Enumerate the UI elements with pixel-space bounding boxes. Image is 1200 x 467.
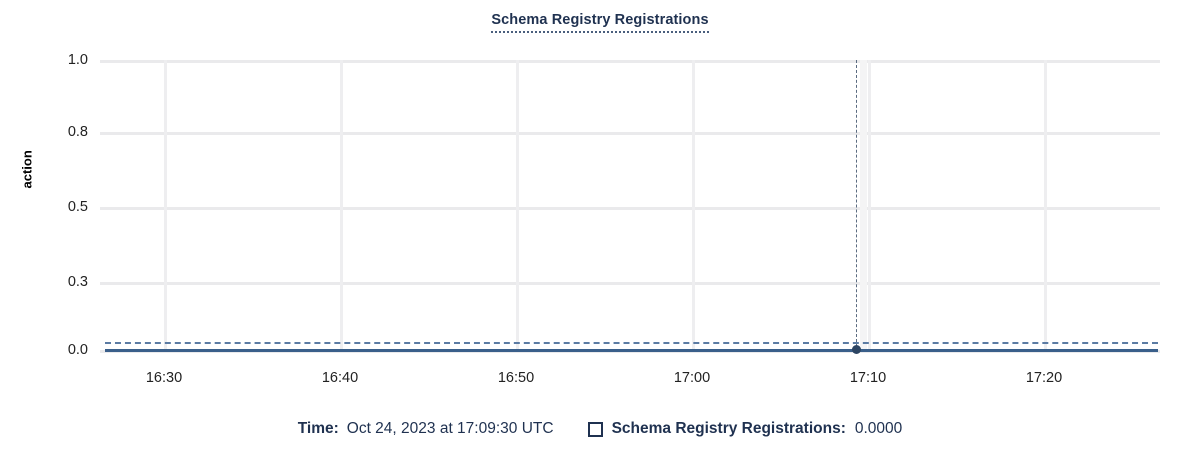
x-tick-label-6: 17:20 bbox=[1025, 370, 1063, 386]
gridline-vertical-1630 bbox=[164, 60, 167, 350]
baseline-dashed-guide bbox=[105, 342, 1158, 344]
gridline-horizontal-0.3 bbox=[100, 282, 1160, 285]
series-line-schema-registry-registrations[interactable] bbox=[105, 349, 1158, 352]
gridline-vertical-1700 bbox=[692, 60, 695, 350]
y-tick-label-4: 0.3 bbox=[67, 274, 88, 290]
tooltip-time-value: Oct 24, 2023 at 17:09:30 UTC bbox=[346, 420, 554, 437]
x-tick-label-3: 16:50 bbox=[497, 370, 535, 386]
gridline-vertical-1720 bbox=[1044, 60, 1047, 350]
gridline-horizontal-0.5 bbox=[100, 207, 1160, 210]
gridline-vertical-1710 bbox=[868, 60, 871, 350]
crosshair-vertical-line bbox=[856, 60, 857, 352]
x-tick-label-4: 17:00 bbox=[673, 370, 711, 386]
tooltip-footer: Time: Oct 24, 2023 at 17:09:30 UTC Schem… bbox=[0, 420, 1200, 438]
y-tick-label-5: 0.0 bbox=[67, 342, 88, 358]
x-tick-label-2: 16:40 bbox=[321, 370, 359, 386]
legend-swatch-icon bbox=[587, 421, 603, 437]
legend-series-label: Schema Registry Registrations: bbox=[611, 420, 846, 437]
chart-title-text: Schema Registry Registrations bbox=[491, 12, 709, 33]
hover-highlight-band bbox=[860, 60, 867, 352]
plot-area[interactable] bbox=[100, 60, 1160, 354]
y-tick-label-2: 0.8 bbox=[67, 124, 88, 140]
y-tick-label-3: 0.5 bbox=[67, 199, 88, 215]
y-tick-label-1: 1.0 bbox=[67, 52, 88, 68]
gridline-vertical-1650 bbox=[516, 60, 519, 350]
legend-item-schema-registry-registrations[interactable]: Schema Registry Registrations: 0.0000 bbox=[587, 420, 903, 438]
gridline-horizontal-0.8 bbox=[100, 132, 1160, 135]
x-tick-label-1: 16:30 bbox=[145, 370, 183, 386]
data-point-marker[interactable] bbox=[851, 345, 861, 354]
chart-title: Schema Registry Registrations bbox=[0, 12, 1200, 33]
legend-series-value: 0.0000 bbox=[854, 420, 903, 437]
gridline-vertical-1640 bbox=[340, 60, 343, 350]
y-axis-title: action bbox=[19, 150, 35, 189]
gridline-horizontal-1.0 bbox=[100, 60, 1160, 63]
x-tick-label-5: 17:10 bbox=[849, 370, 887, 386]
tooltip-time-label: Time: bbox=[297, 420, 339, 437]
gridline-horizontal-0.0 bbox=[100, 350, 1160, 353]
